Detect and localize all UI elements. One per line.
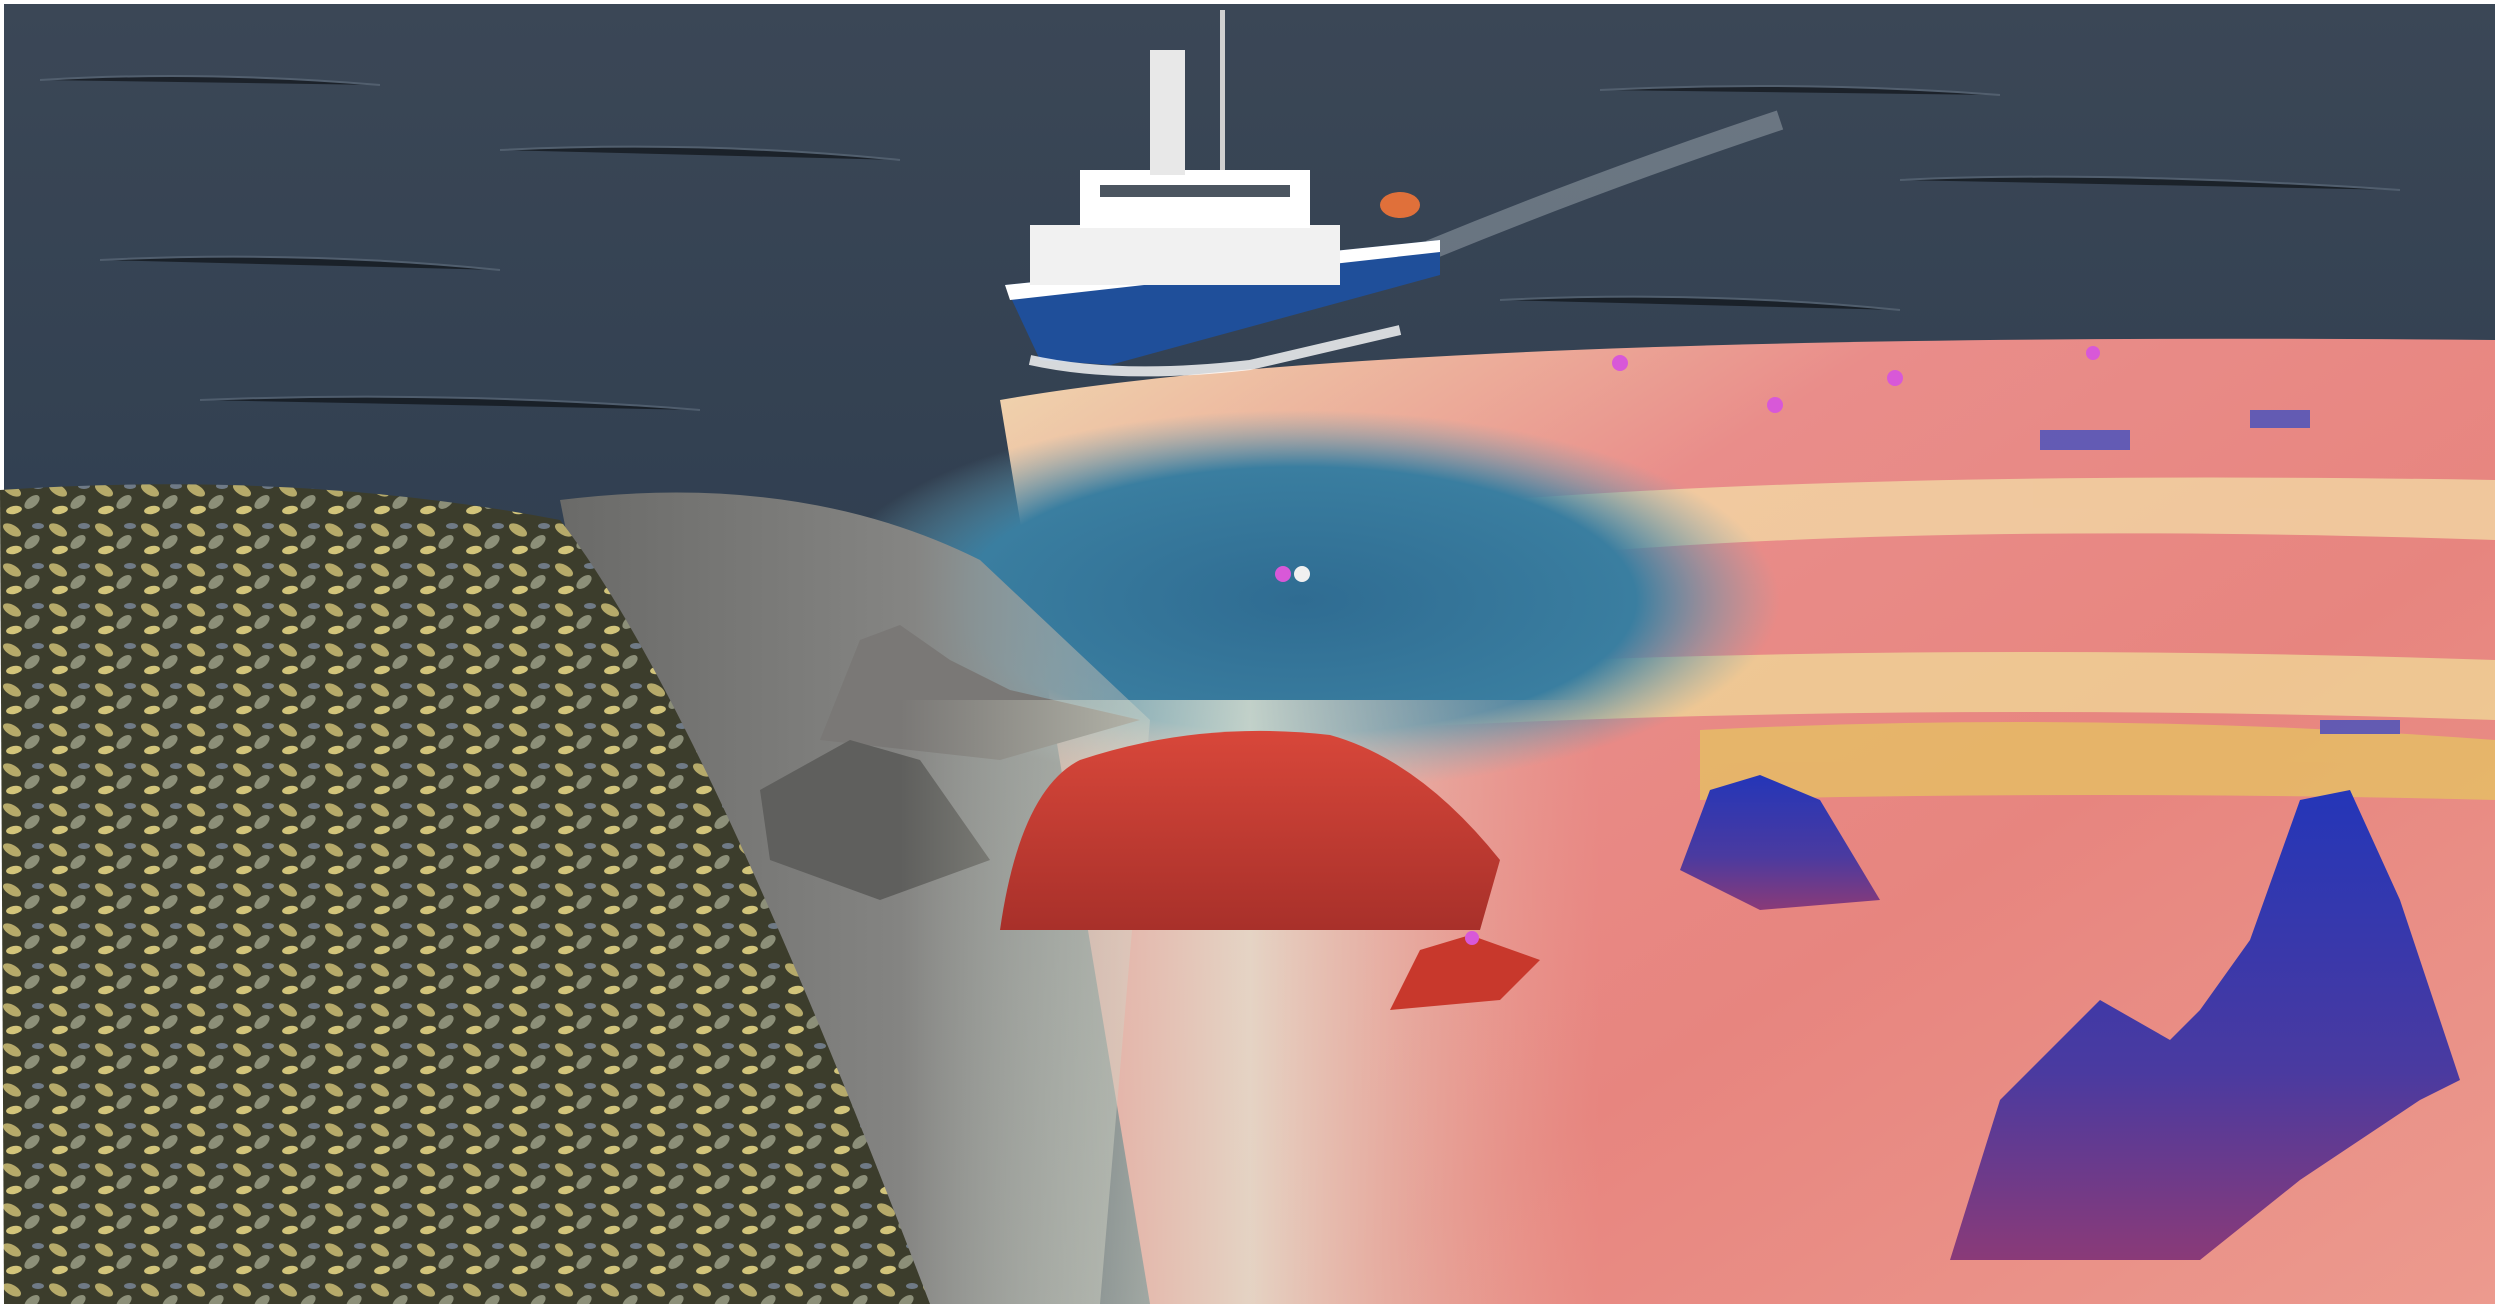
markers [1275,346,2100,945]
blue-ridge [1950,790,2460,1260]
red-mound-small [1390,935,1540,1010]
wake [1426,110,1784,260]
waves [39,75,2401,411]
red-mound [1000,730,1500,930]
blue-peak [1680,775,1880,910]
mussel-bed [0,484,930,1304]
ship [1005,10,1440,377]
